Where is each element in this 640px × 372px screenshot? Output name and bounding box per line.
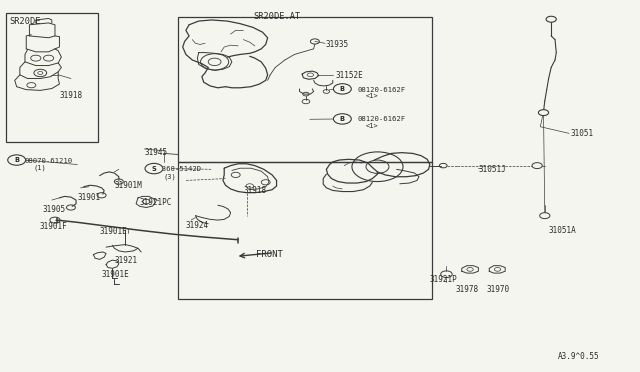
Circle shape <box>333 84 351 94</box>
Text: 31901M: 31901M <box>115 181 142 190</box>
Circle shape <box>546 16 556 22</box>
Text: SR20DE: SR20DE <box>9 17 40 26</box>
Circle shape <box>532 163 542 169</box>
Circle shape <box>8 155 26 165</box>
Text: 31921PC: 31921PC <box>140 198 172 207</box>
Text: 31152E: 31152E <box>336 71 364 80</box>
Text: <1>: <1> <box>366 93 379 99</box>
Text: 31905: 31905 <box>42 205 65 214</box>
Text: 31921P: 31921P <box>430 275 458 284</box>
Bar <box>178 162 433 299</box>
Text: A3.9^0.55: A3.9^0.55 <box>557 352 599 361</box>
Text: 31901E: 31901E <box>100 227 127 236</box>
Text: 08120-6162F: 08120-6162F <box>357 116 405 122</box>
Text: S: S <box>152 166 156 171</box>
Circle shape <box>333 114 351 124</box>
Bar <box>6 13 99 141</box>
Text: 31051: 31051 <box>571 129 594 138</box>
Text: 31051J: 31051J <box>478 165 506 174</box>
Text: <1>: <1> <box>366 123 379 129</box>
Text: 31921: 31921 <box>115 256 138 265</box>
Text: (1): (1) <box>34 165 47 171</box>
Text: 08120-6162F: 08120-6162F <box>357 87 405 93</box>
Bar <box>178 17 433 162</box>
Circle shape <box>145 163 163 174</box>
Text: 31970: 31970 <box>486 285 509 294</box>
Circle shape <box>538 110 548 116</box>
Text: B: B <box>14 157 19 163</box>
Text: 08360-5142D: 08360-5142D <box>154 166 202 172</box>
Circle shape <box>540 213 550 219</box>
Text: 31945: 31945 <box>145 148 168 157</box>
Text: 31901: 31901 <box>77 193 100 202</box>
Text: FRONT: FRONT <box>256 250 283 259</box>
Text: 08070-61210: 08070-61210 <box>25 158 73 164</box>
Text: B: B <box>340 116 345 122</box>
Text: 31051A: 31051A <box>548 226 577 235</box>
Text: 31901F: 31901F <box>39 221 67 231</box>
Text: 31924: 31924 <box>186 221 209 230</box>
Text: 31978: 31978 <box>456 285 479 294</box>
Text: SR20DE.AT: SR20DE.AT <box>253 12 300 21</box>
Text: 31901E: 31901E <box>102 270 129 279</box>
Text: 31918: 31918 <box>243 186 266 195</box>
Text: B: B <box>340 86 345 92</box>
Text: (3): (3) <box>164 173 176 180</box>
Text: 31935: 31935 <box>325 40 348 49</box>
Text: 31918: 31918 <box>60 91 83 100</box>
